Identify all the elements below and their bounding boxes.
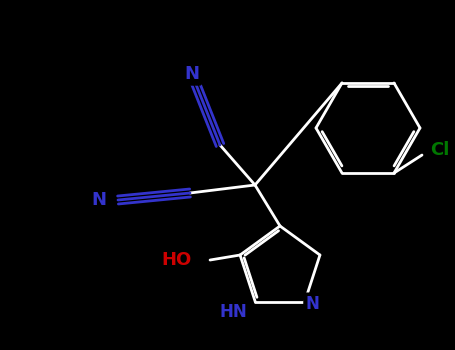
- Text: HO: HO: [162, 251, 192, 269]
- Text: Cl: Cl: [430, 141, 450, 159]
- Text: N: N: [184, 65, 199, 83]
- Text: N: N: [306, 295, 319, 313]
- Text: HN: HN: [220, 303, 248, 321]
- Text: N: N: [91, 191, 106, 209]
